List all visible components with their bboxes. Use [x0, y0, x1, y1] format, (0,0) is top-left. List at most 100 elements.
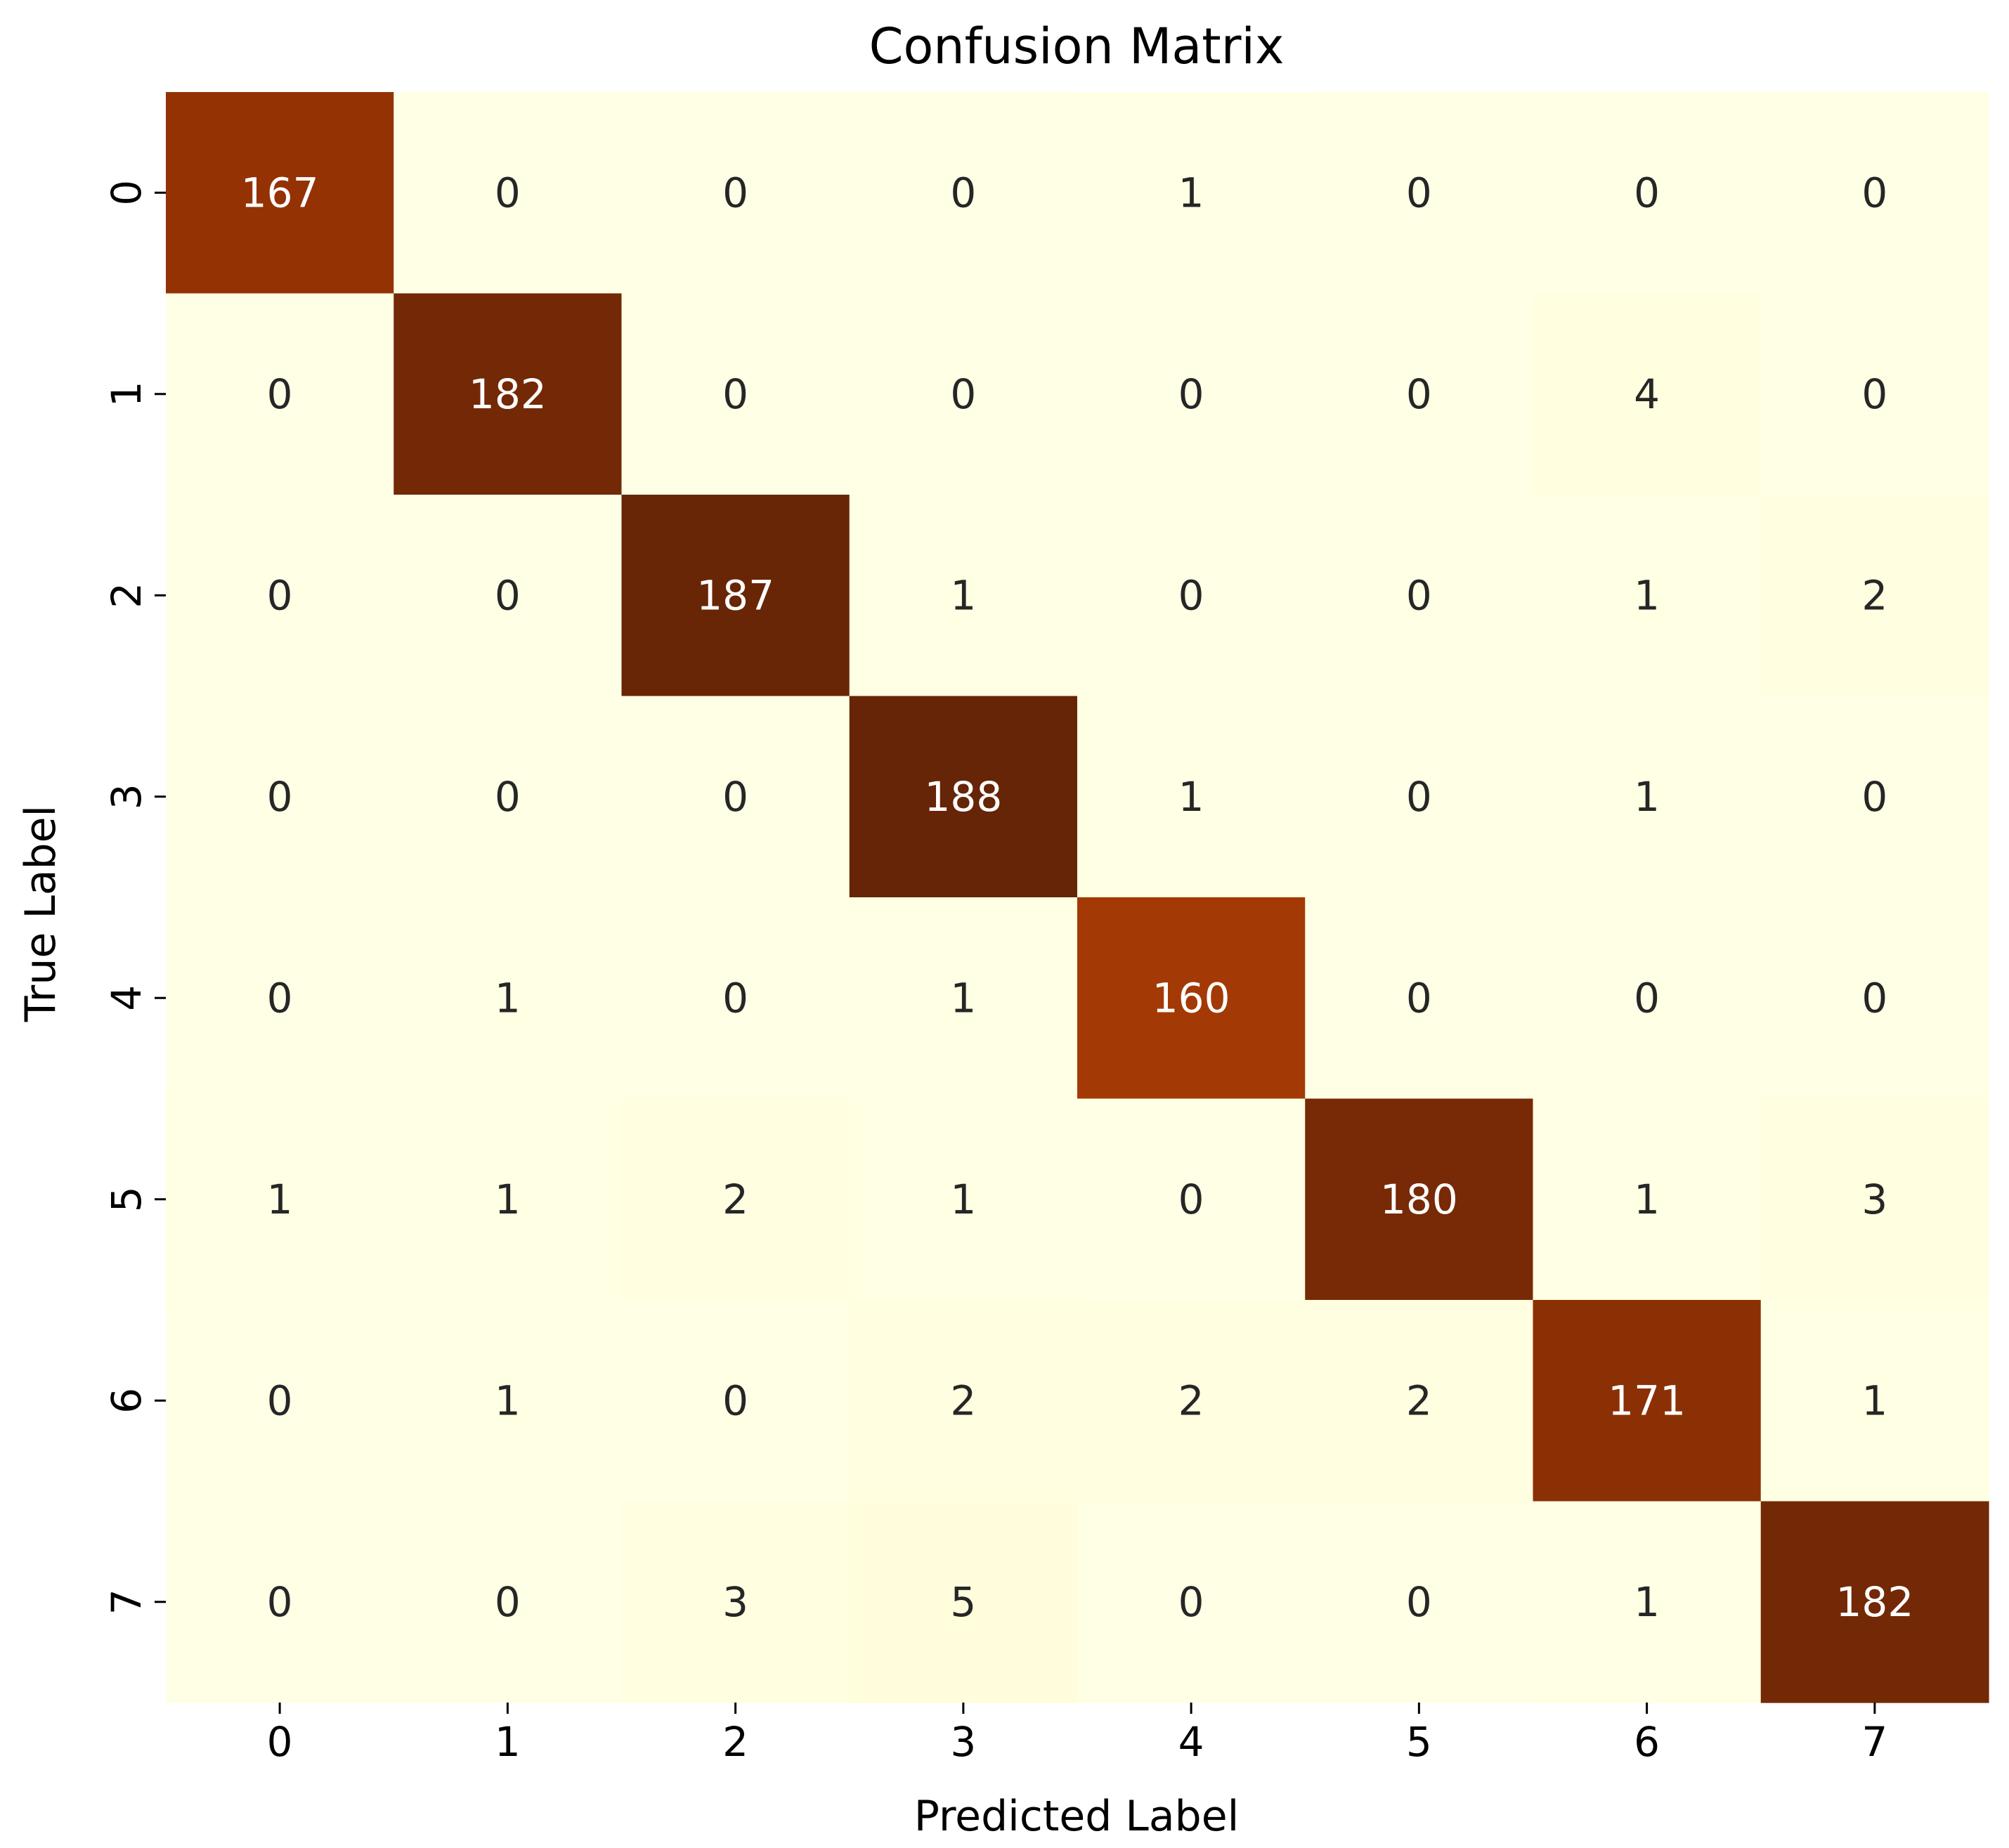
cell-value-r5-c6: 1: [1634, 1176, 1660, 1223]
heatmap-cell-r5-c1: [394, 1098, 623, 1301]
cell-value-r2-c0: 0: [267, 571, 293, 619]
heatmap-cell-r0-c0: [166, 92, 394, 294]
cell-value-r7-c3: 5: [950, 1578, 976, 1626]
cell-value-r0-c0: 167: [241, 169, 319, 216]
heatmap-cell-r2-c0: [166, 495, 394, 697]
cell-value-r5-c4: 0: [1178, 1176, 1204, 1223]
cell-value-r4-c6: 0: [1634, 974, 1660, 1022]
heatmap-cell-r0-c1: [394, 92, 623, 294]
chart-title: Confusion Matrix: [869, 18, 1285, 75]
cell-value-r5-c1: 1: [495, 1176, 521, 1223]
heatmap-cell-r2-c7: [1760, 495, 1989, 697]
y-tick-label-3: 3: [103, 783, 150, 809]
cell-value-r6-c3: 2: [950, 1377, 976, 1424]
cell-value-r4-c0: 0: [267, 974, 293, 1022]
x-tick-label-0: 0: [267, 1718, 293, 1766]
heatmap-cell-r0-c4: [1077, 92, 1306, 294]
heatmap-cell-r2-c4: [1077, 495, 1306, 697]
heatmap-cell-r4-c1: [394, 897, 623, 1100]
cell-value-r7-c7: 182: [1836, 1578, 1914, 1626]
heatmap-cell-r4-c5: [1305, 897, 1534, 1100]
cell-value-r6-c7: 1: [1861, 1377, 1887, 1424]
heatmap-cell-r1-c0: [166, 293, 394, 495]
cell-value-r0-c2: 0: [722, 169, 748, 216]
x-axis-label: Predicted Label: [914, 1792, 1240, 1841]
heatmap-cell-r5-c4: [1077, 1098, 1306, 1301]
cell-value-r7-c5: 0: [1406, 1578, 1432, 1626]
cell-value-r6-c6: 171: [1608, 1377, 1686, 1424]
cell-value-r1-c6: 4: [1634, 370, 1660, 418]
heatmap-cell-r6-c3: [849, 1300, 1078, 1502]
cell-value-r7-c2: 3: [722, 1578, 748, 1626]
y-tick-label-0: 0: [103, 180, 150, 206]
heatmap-cell-r1-c5: [1305, 293, 1534, 495]
heatmap-cell-r5-c2: [621, 1098, 850, 1301]
x-tick-label-1: 1: [495, 1718, 521, 1766]
cell-value-r4-c2: 0: [722, 974, 748, 1022]
cell-value-r2-c4: 0: [1178, 571, 1204, 619]
cell-value-r3-c4: 1: [1178, 773, 1204, 821]
cell-value-r5-c3: 1: [950, 1176, 976, 1223]
cell-value-r4-c5: 0: [1406, 974, 1432, 1022]
heatmap-cell-r3-c3: [849, 696, 1078, 898]
cell-value-r0-c3: 0: [950, 169, 976, 216]
cell-value-r0-c5: 0: [1406, 169, 1432, 216]
x-tick-label-4: 4: [1178, 1718, 1204, 1766]
heatmap-cell-r0-c2: [621, 92, 850, 294]
y-tick-label-1: 1: [103, 381, 150, 407]
cell-value-r4-c7: 0: [1861, 974, 1887, 1022]
cell-value-r0-c7: 0: [1861, 169, 1887, 216]
cell-value-r1-c3: 0: [950, 370, 976, 418]
x-tick-label-2: 2: [722, 1718, 748, 1766]
cell-value-r4-c1: 1: [495, 974, 521, 1022]
heatmap-cell-r1-c3: [849, 293, 1078, 495]
cell-value-r3-c2: 0: [722, 773, 748, 821]
cell-value-r3-c0: 0: [267, 773, 293, 821]
cell-value-r4-c3: 1: [950, 974, 976, 1022]
heatmap-cell-r5-c0: [166, 1098, 394, 1301]
cell-value-r4-c4: 160: [1152, 974, 1230, 1022]
cell-value-r7-c0: 0: [267, 1578, 293, 1626]
cell-value-r2-c5: 0: [1406, 571, 1432, 619]
cell-value-r2-c7: 2: [1861, 571, 1887, 619]
cell-value-r5-c7: 3: [1861, 1176, 1887, 1223]
heatmap-cell-r1-c4: [1077, 293, 1306, 495]
cell-value-r1-c2: 0: [722, 370, 748, 418]
heatmap-cell-r0-c3: [849, 92, 1078, 294]
heatmap-cell-r7-c5: [1305, 1501, 1534, 1703]
heatmap-cell-r7-c7: [1760, 1501, 1989, 1703]
cell-value-r1-c4: 0: [1178, 370, 1204, 418]
cell-value-r5-c0: 1: [267, 1176, 293, 1223]
heatmap-cell-r6-c1: [394, 1300, 623, 1502]
cell-value-r3-c6: 1: [1634, 773, 1660, 821]
cell-value-r7-c6: 1: [1634, 1578, 1660, 1626]
x-tick-label-5: 5: [1406, 1718, 1432, 1766]
cell-value-r6-c4: 2: [1178, 1377, 1204, 1424]
heatmap-cell-r3-c1: [394, 696, 623, 898]
heatmap-cell-r5-c7: [1760, 1098, 1989, 1301]
y-tick-label-4: 4: [103, 985, 150, 1011]
cell-value-r6-c0: 0: [267, 1377, 293, 1424]
heatmap-cell-r2-c1: [394, 495, 623, 697]
y-tick-label-7: 7: [103, 1589, 150, 1615]
cell-value-r0-c4: 1: [1178, 169, 1204, 216]
heatmap-cell-r7-c1: [394, 1501, 623, 1703]
cell-value-r3-c1: 0: [495, 773, 521, 821]
x-tick-label-3: 3: [950, 1718, 976, 1766]
heatmap-cell-r2-c5: [1305, 495, 1534, 697]
heatmap-cell-r5-c5: [1305, 1098, 1534, 1301]
cell-value-r6-c5: 2: [1406, 1377, 1432, 1424]
x-tick-label-7: 7: [1861, 1718, 1887, 1766]
heatmap-cell-r4-c3: [849, 897, 1078, 1100]
y-tick-label-2: 2: [103, 583, 150, 609]
heatmap-cell-r7-c3: [849, 1501, 1078, 1703]
heatmap-cell-r1-c2: [621, 293, 850, 495]
x-tick-label-6: 6: [1634, 1718, 1660, 1766]
heatmap-cell-r7-c4: [1077, 1501, 1306, 1703]
axis-ticks: 0 1 2 3 4 5 6 7 0 1 2 3 4 5 6 7: [103, 180, 1887, 1766]
heatmap-cell-r6-c7: [1760, 1300, 1989, 1502]
heatmap-cell-r7-c0: [166, 1501, 394, 1703]
heatmap-cell-r0-c6: [1533, 92, 1762, 294]
heatmap-cell-r6-c0: [166, 1300, 394, 1502]
